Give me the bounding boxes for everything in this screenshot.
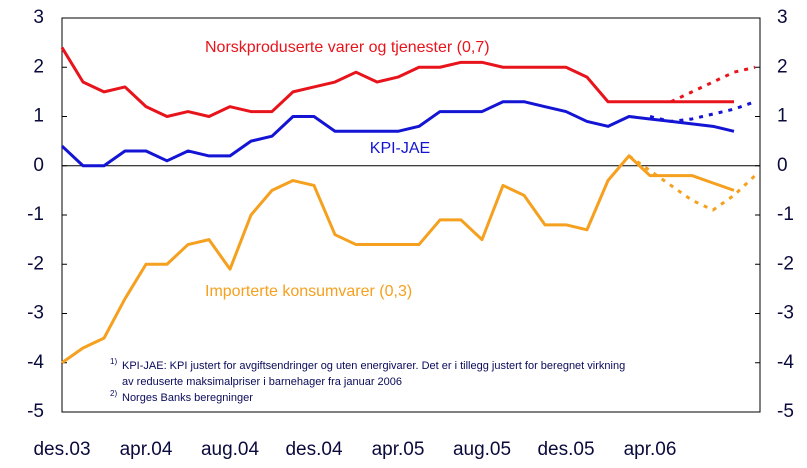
plot-frame <box>61 17 761 413</box>
y2-tick-label: -3 <box>777 303 794 324</box>
y2-tick-label: -2 <box>777 253 794 274</box>
x-tick-label: apr.06 <box>624 439 677 460</box>
x-tick-label: apr.04 <box>120 439 173 460</box>
y-tick-label: -4 <box>27 352 44 373</box>
y-tick-label: -5 <box>27 401 44 422</box>
series-line <box>649 100 756 123</box>
y-tick-label: -3 <box>27 303 44 324</box>
y2-tick-label: -4 <box>777 352 794 373</box>
footnote: av reduserte maksimalpriser i barnehager… <box>122 376 402 388</box>
y2-tick-label: -1 <box>777 204 794 225</box>
footnote: Norges Banks beregninger <box>122 392 253 404</box>
y-tick-label: 2 <box>33 56 44 77</box>
x-tick-label: aug.05 <box>453 439 511 460</box>
y2-tick-label: 1 <box>777 106 788 127</box>
series-label: KPI-JAE <box>370 140 430 157</box>
series-line <box>60 100 735 168</box>
x-tick-label: aug.04 <box>201 439 260 460</box>
series-label: Importerte konsumvarer (0,3) <box>205 283 412 300</box>
y2-tick-label: 0 <box>777 155 788 176</box>
x-tick-label: des.04 <box>285 439 342 460</box>
series-label: Norskproduserte varer og tjenester (0,7) <box>205 39 490 56</box>
y-tick-label: -2 <box>27 253 44 274</box>
series-line <box>61 154 735 364</box>
y-tick-label: 0 <box>33 155 44 176</box>
series-line <box>670 65 756 104</box>
footnote-mark: 1) <box>110 357 117 366</box>
y-tick-label: -1 <box>27 204 44 225</box>
series-line <box>60 46 734 118</box>
y2-tick-label: -5 <box>777 401 794 422</box>
footnote-mark: 2) <box>110 389 117 398</box>
y-tick-label: 1 <box>33 106 44 127</box>
x-tick-label: des.03 <box>33 439 90 460</box>
y2-tick-label: 3 <box>777 7 788 28</box>
y-tick-label: 3 <box>33 7 44 28</box>
x-tick-label: apr.05 <box>372 439 425 460</box>
footnote: KPI-JAE: KPI justert for avgiftsendringe… <box>122 360 625 372</box>
x-tick-label: des.05 <box>537 439 594 460</box>
y2-tick-label: 2 <box>777 56 788 77</box>
series-line <box>628 154 757 212</box>
